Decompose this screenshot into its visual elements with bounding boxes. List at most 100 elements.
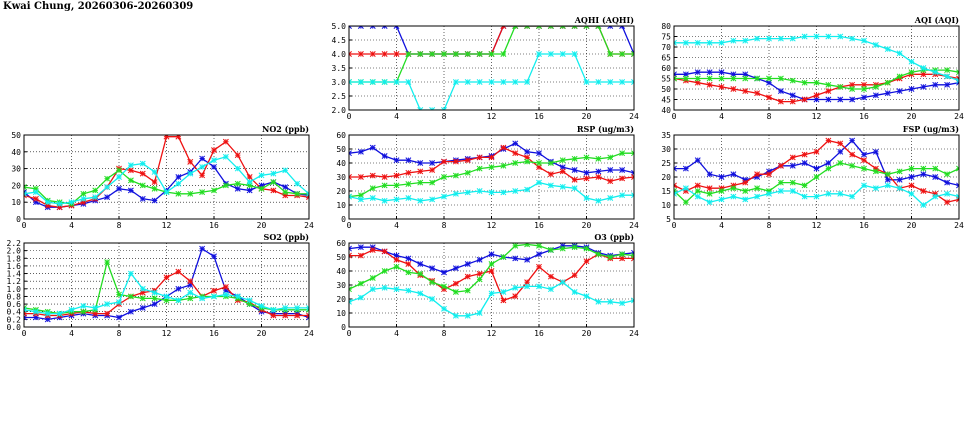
series-blue: [674, 69, 959, 103]
data-point: [944, 81, 951, 88]
data-point: [80, 308, 87, 315]
data-point: [246, 179, 253, 185]
data-point: [476, 188, 483, 194]
data-point: [32, 195, 39, 202]
data-point: [393, 172, 400, 179]
data-point: [920, 65, 927, 71]
data-point: [349, 193, 352, 200]
x-tick-label: 16: [534, 221, 544, 230]
data-point: [175, 174, 182, 180]
data-point: [116, 299, 122, 306]
data-point: [381, 182, 388, 189]
y-tick-label: 50: [336, 253, 346, 262]
data-point: [932, 174, 939, 180]
data-point: [381, 197, 388, 204]
data-point: [476, 276, 483, 283]
data-point: [476, 310, 483, 316]
data-point: [500, 289, 507, 295]
data-point: [512, 243, 519, 249]
data-point: [777, 179, 784, 186]
data-point: [730, 171, 737, 178]
data-point: [674, 71, 677, 78]
data-point: [801, 193, 808, 200]
data-point: [357, 196, 364, 203]
data-point: [127, 167, 134, 174]
data-point: [944, 67, 951, 74]
data-point: [631, 79, 634, 85]
data-point: [682, 165, 689, 172]
x-tick-label: 12: [812, 221, 822, 230]
data-point: [777, 88, 784, 95]
data-point: [381, 153, 388, 159]
data-point: [429, 167, 436, 173]
data-point: [405, 261, 412, 267]
x-tick-label: 8: [442, 329, 447, 338]
data-point: [706, 199, 713, 206]
data-point: [163, 189, 170, 196]
data-point: [718, 188, 725, 194]
data-point: [92, 194, 99, 201]
data-point: [896, 50, 903, 57]
data-point: [512, 255, 519, 262]
y-tick-label: 55: [661, 75, 671, 84]
y-tick-label: 3.0: [332, 78, 347, 87]
so2-chart-panel: SO2 (ppb)0.00.20.40.60.81.01.21.41.61.82…: [7, 232, 314, 338]
data-point: [199, 155, 206, 162]
data-point: [512, 293, 519, 300]
data-point: [631, 252, 634, 259]
data-point: [405, 269, 412, 276]
data-point: [222, 153, 229, 160]
data-point: [417, 197, 424, 204]
series-cyan: [24, 153, 309, 207]
data-point: [908, 174, 915, 180]
x-tick-label: 0: [347, 112, 352, 121]
data-point: [694, 157, 701, 164]
data-point: [583, 175, 590, 182]
x-tick-label: 20: [582, 329, 592, 338]
data-point: [476, 270, 483, 277]
data-point: [607, 178, 614, 185]
x-tick-label: 24: [629, 329, 639, 338]
data-point: [393, 182, 400, 189]
data-point: [825, 81, 832, 88]
data-point: [706, 190, 713, 197]
data-point: [405, 169, 412, 176]
data-point: [464, 157, 471, 164]
data-point: [306, 312, 309, 319]
data-point: [849, 193, 856, 200]
data-point: [631, 150, 634, 157]
data-point: [24, 190, 27, 197]
data-point: [849, 86, 856, 92]
y-tick-label: 30: [11, 165, 21, 174]
data-point: [393, 196, 400, 203]
data-point: [706, 75, 713, 82]
data-point: [234, 180, 241, 187]
data-point: [595, 155, 602, 162]
data-point: [393, 256, 400, 263]
data-point: [452, 190, 459, 197]
data-point: [813, 33, 820, 40]
data-point: [536, 160, 542, 166]
data-point: [884, 171, 891, 178]
data-point: [706, 69, 713, 76]
data-point: [754, 193, 761, 200]
data-point: [488, 261, 495, 267]
data-point: [861, 37, 867, 44]
data-point: [488, 164, 495, 171]
data-point: [393, 26, 400, 29]
y-tick-label: 20: [336, 295, 346, 304]
data-point: [559, 279, 566, 286]
data-point: [429, 107, 436, 110]
data-point: [222, 283, 229, 290]
data-point: [246, 174, 253, 180]
y-tick-label: 40: [336, 267, 346, 276]
data-point: [908, 86, 915, 92]
data-point: [151, 179, 158, 185]
y-tick-label: 1.2: [7, 277, 22, 286]
x-tick-label: 20: [257, 221, 267, 230]
data-point: [754, 171, 761, 178]
data-point: [234, 293, 241, 300]
series-cyan: [349, 179, 634, 204]
y-tick-label: 25: [661, 159, 671, 168]
